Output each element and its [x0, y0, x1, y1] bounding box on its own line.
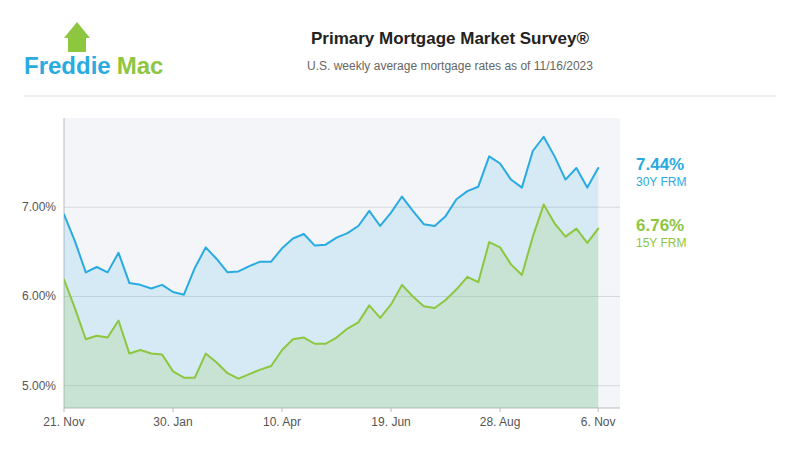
title: Primary Mortgage Market Survey® — [311, 29, 589, 48]
x-tick — [173, 408, 174, 412]
y-tick-label: 5.00% — [22, 379, 56, 393]
series-label: 15Y FRM — [636, 236, 686, 250]
x-tick — [282, 408, 283, 412]
x-tick-label: 19. Jun — [371, 415, 410, 429]
logo-icon — [68, 37, 86, 52]
x-tick — [391, 408, 392, 412]
logo-icon — [64, 22, 90, 38]
x-tick-label: 6. Nov — [581, 415, 616, 429]
series-line — [64, 205, 598, 379]
plot-background — [64, 118, 620, 408]
y-tick-label: 6.00% — [22, 289, 56, 303]
series-area — [64, 205, 598, 408]
page: {"chart_data": { "type": "area", "title"… — [0, 0, 800, 450]
subtitle: U.S. weekly average mortgage rates as of… — [307, 59, 593, 73]
x-tick — [500, 408, 501, 412]
x-tick-label: 10. Apr — [263, 415, 301, 429]
x-tick — [598, 408, 599, 412]
logo-text: Mac — [117, 52, 164, 79]
chart: FreddieMac Primary Mortgage Market Survey… — [0, 0, 800, 450]
series-area — [64, 137, 598, 408]
x-tick-label: 21. Nov — [43, 415, 84, 429]
x-tick — [64, 408, 65, 412]
x-tick-label: 28. Aug — [480, 415, 521, 429]
separator — [24, 96, 776, 97]
rate-label: 7.44% — [636, 155, 684, 174]
logo: FreddieMac — [24, 22, 163, 79]
rate-label: 6.76% — [636, 216, 684, 235]
series-group — [64, 137, 598, 408]
series-label: 30Y FRM — [636, 175, 686, 189]
y-tick-label: 7.00% — [22, 200, 56, 214]
logo-text: Freddie — [24, 52, 111, 79]
x-tick-label: 30. Jan — [153, 415, 192, 429]
